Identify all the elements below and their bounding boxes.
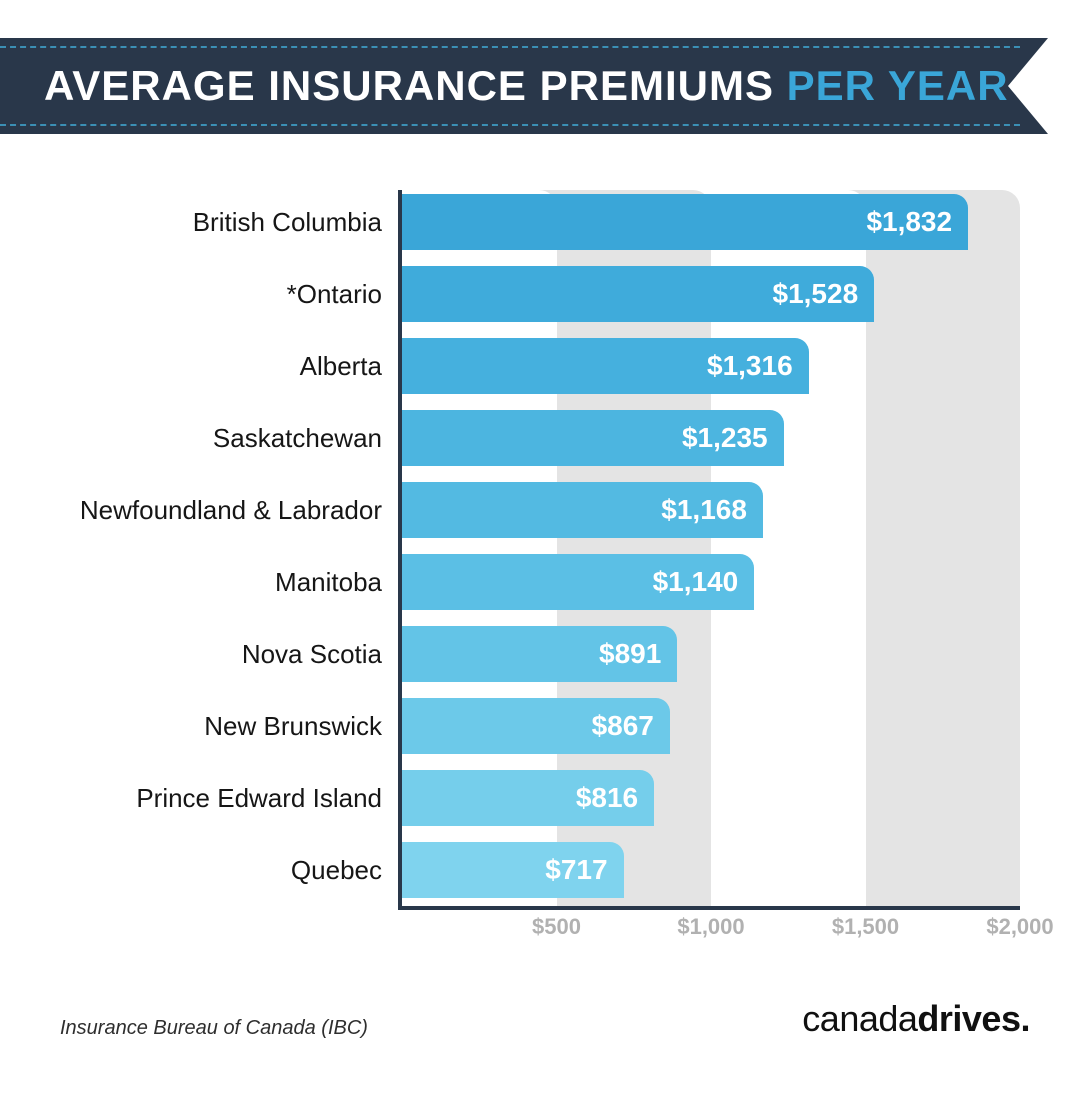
logo-part-a: canada [802, 998, 917, 1039]
bar-value: $1,140 [653, 566, 739, 598]
chart-plot: $500$1,000$1,500$2,000$1,832British Colu… [398, 190, 1020, 910]
bar: $816Prince Edward Island [402, 770, 654, 826]
x-tick-label: $2,000 [986, 914, 1053, 940]
bar: $1,235Saskatchewan [402, 410, 784, 466]
bar: $867New Brunswick [402, 698, 670, 754]
bar-label: British Columbia [193, 207, 382, 238]
x-tick-label: $500 [532, 914, 581, 940]
title-accent: PER YEAR [787, 62, 1009, 109]
bar-label: Manitoba [275, 567, 382, 598]
bar-value: $1,168 [661, 494, 747, 526]
bar-value: $891 [599, 638, 661, 670]
bar-label: Prince Edward Island [136, 783, 382, 814]
bar-label: Saskatchewan [213, 423, 382, 454]
footer: Insurance Bureau of Canada (IBC) canadad… [60, 998, 1030, 1040]
bar: $1,832British Columbia [402, 194, 968, 250]
source-text: Insurance Bureau of Canada (IBC) [60, 1017, 368, 1040]
bar-label: Alberta [300, 351, 382, 382]
bar: $1,316Alberta [402, 338, 809, 394]
bar-value: $717 [545, 854, 607, 886]
title-main: AVERAGE INSURANCE PREMIUMS [44, 62, 787, 109]
chart: $500$1,000$1,500$2,000$1,832British Colu… [110, 190, 1030, 950]
bar-label: New Brunswick [204, 711, 382, 742]
bar-value: $816 [576, 782, 638, 814]
bar-label: Nova Scotia [242, 639, 382, 670]
bar-label: *Ontario [287, 279, 382, 310]
brand-logo: canadadrives. [802, 998, 1030, 1040]
bar: $1,168Newfoundland & Labrador [402, 482, 763, 538]
bar-value: $1,235 [682, 422, 768, 454]
page-title: AVERAGE INSURANCE PREMIUMS PER YEAR [0, 62, 1009, 110]
title-banner: AVERAGE INSURANCE PREMIUMS PER YEAR [0, 38, 1080, 134]
logo-part-b: drives [917, 998, 1020, 1039]
bar-value: $1,832 [866, 206, 952, 238]
bar: $1,528*Ontario [402, 266, 874, 322]
bar-value: $867 [592, 710, 654, 742]
x-tick-label: $1,500 [832, 914, 899, 940]
bar-label: Quebec [291, 855, 382, 886]
bar: $891Nova Scotia [402, 626, 677, 682]
bar-value: $1,316 [707, 350, 793, 382]
banner-notch [1008, 38, 1048, 134]
bar: $1,140Manitoba [402, 554, 754, 610]
x-tick-label: $1,000 [677, 914, 744, 940]
logo-dot: . [1020, 998, 1030, 1039]
bar-label: Newfoundland & Labrador [80, 495, 382, 526]
bar-value: $1,528 [773, 278, 859, 310]
bar: $717Quebec [402, 842, 624, 898]
